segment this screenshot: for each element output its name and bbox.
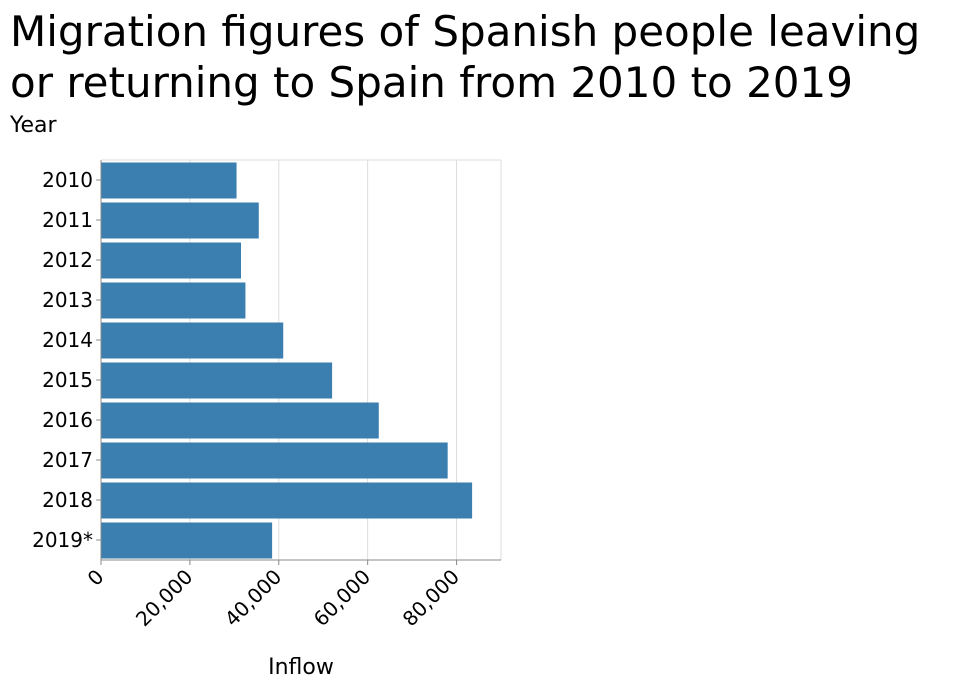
- x-axis-title: Inflow: [268, 655, 334, 680]
- y-tick-label: 2019*: [32, 528, 93, 552]
- y-tick-label: 2010: [42, 168, 93, 192]
- y-tick-label: 2015: [42, 368, 93, 392]
- bar-2011: [101, 202, 259, 239]
- chart-title-line-2: or returning to Spain from 2010 to 2019: [10, 58, 853, 107]
- y-tick-label: 2011: [42, 208, 93, 232]
- bar-2014: [101, 322, 284, 359]
- bar-2016: [101, 402, 379, 439]
- bar-2010: [101, 162, 237, 199]
- x-tick-label: 60,000: [309, 565, 375, 631]
- bar-2018: [101, 482, 473, 519]
- y-tick-label: 2014: [42, 328, 93, 352]
- chart-title-line-1: Migration figures of Spanish people leav…: [10, 7, 921, 56]
- y-tick-label: 2018: [42, 488, 93, 512]
- x-tick-label: 40,000: [220, 565, 286, 631]
- x-tick-label: 0: [83, 565, 109, 591]
- x-tick-label: 80,000: [398, 565, 464, 631]
- bar-2015: [101, 362, 333, 399]
- bar-2012: [101, 242, 241, 279]
- y-tick-label: 2012: [42, 248, 93, 272]
- y-axis-title: Year: [9, 113, 58, 138]
- y-tick-label: 2013: [42, 288, 93, 312]
- bars: [101, 162, 473, 559]
- y-tick-label: 2016: [42, 408, 93, 432]
- chart-title: Migration figures of Spanish people leav…: [10, 6, 970, 108]
- bar-2019-star: [101, 522, 273, 559]
- y-tick-label: 2017: [42, 448, 93, 472]
- bar-2017: [101, 442, 448, 479]
- x-tick-label: 20,000: [131, 565, 197, 631]
- bar-2013: [101, 282, 246, 319]
